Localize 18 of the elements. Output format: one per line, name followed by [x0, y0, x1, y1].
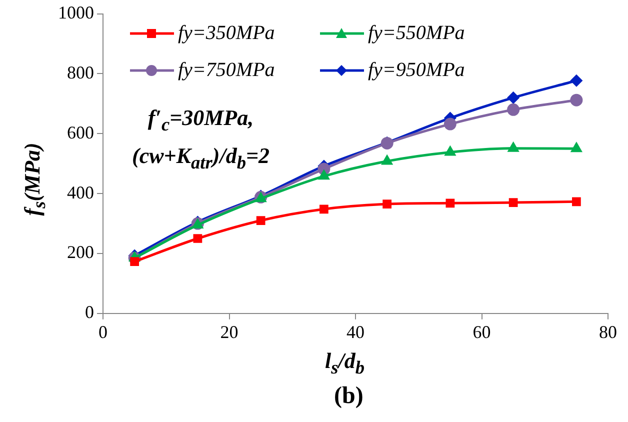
y-tick-label: 800	[67, 62, 94, 82]
legend-label: fy=550MPa	[368, 22, 465, 45]
legend-label: fy=950MPa	[368, 59, 465, 82]
y-tick-label: 400	[67, 182, 94, 202]
x-tick-label: 0	[98, 322, 108, 342]
x-tick-label: 40	[346, 322, 364, 342]
annotation: f′$_{c}$=30MPa, (cw+K$_{atr}$)/d$_{b}$=2	[132, 104, 270, 175]
x-tick-label: 60	[472, 322, 491, 342]
x-tick-label: 80	[599, 322, 617, 342]
y-tick-label: 200	[67, 242, 94, 262]
y-tick-label: 1000	[58, 2, 94, 23]
y-tick-label: 600	[67, 122, 94, 142]
legend-label: fy=750MPa	[178, 59, 275, 82]
x-axis-title: l$_{s}$/d$_{b}$	[325, 348, 365, 378]
legend-label: fy=350MPa	[178, 22, 275, 45]
y-tick-label: 0	[85, 302, 94, 322]
x-tick-label: 20	[220, 322, 238, 342]
text: (b)	[334, 383, 364, 410]
